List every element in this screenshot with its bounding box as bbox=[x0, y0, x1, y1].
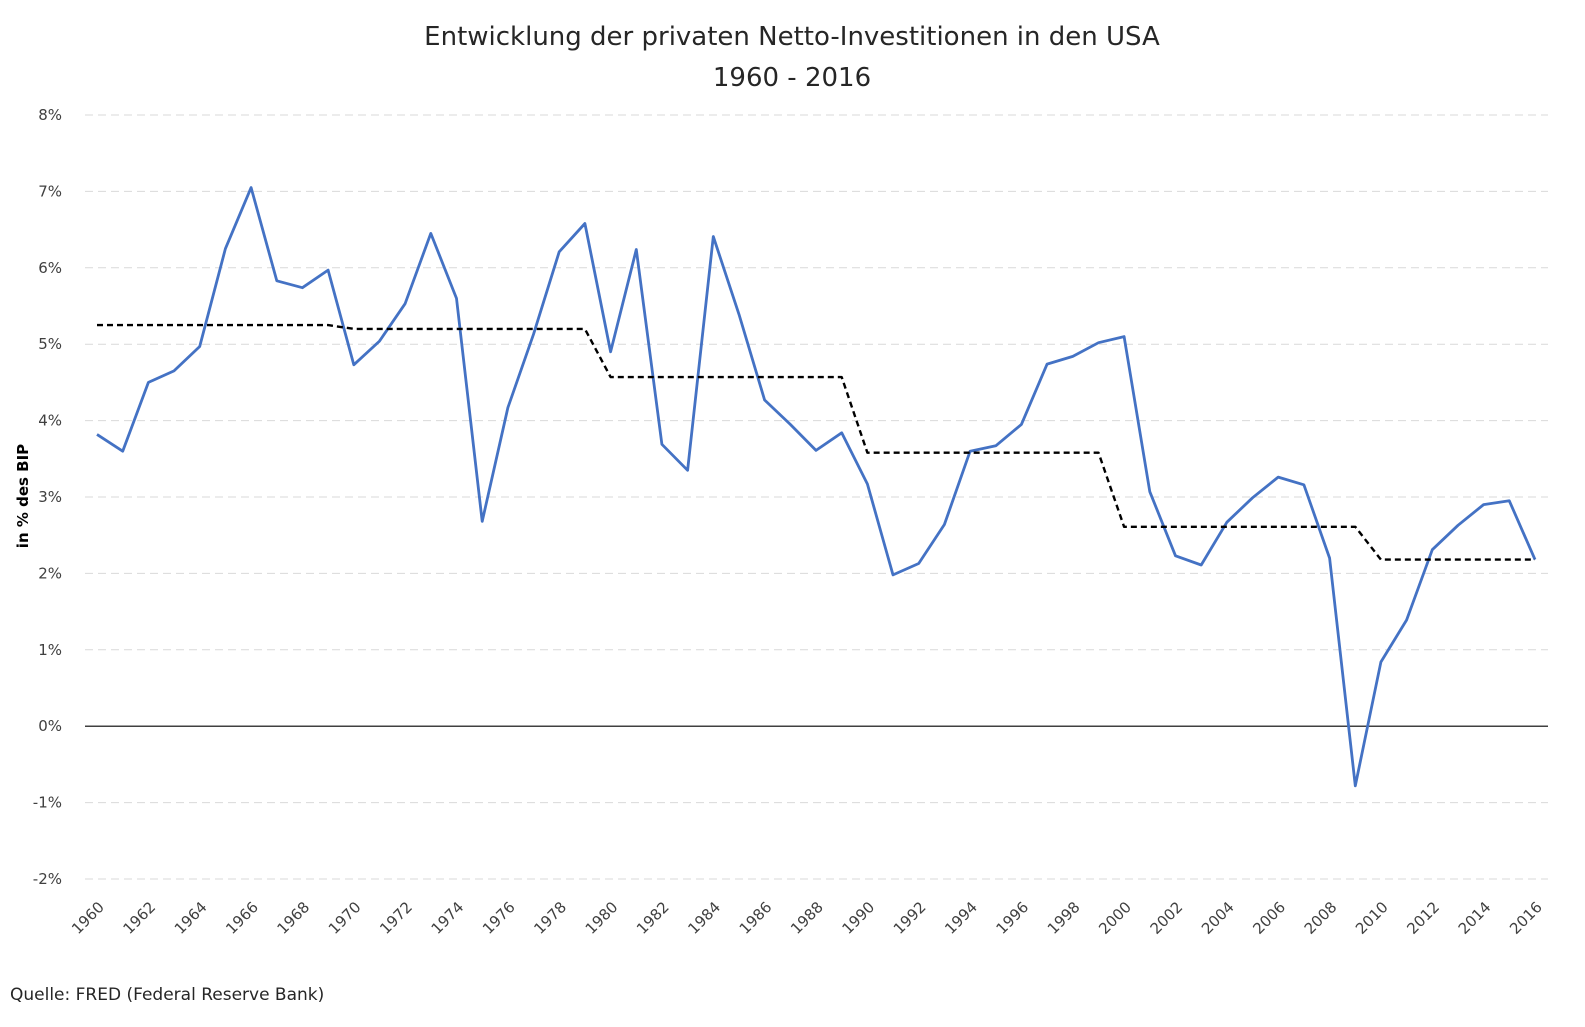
y-tick-label: 7% bbox=[38, 182, 62, 200]
chart-title: Entwicklung der privaten Netto-Investiti… bbox=[424, 22, 1160, 52]
x-tick-label: 2016 bbox=[1506, 898, 1546, 938]
x-tick-label: 1988 bbox=[787, 898, 827, 938]
x-tick-labels: 1960 1962 1964 1966 1968 1970 1972 1974 1976 1978… bbox=[68, 898, 1546, 938]
series-line-average bbox=[97, 323, 1535, 561]
x-tick-label: 2006 bbox=[1249, 898, 1289, 938]
y-tick-label: 6% bbox=[38, 259, 62, 277]
x-tick-label: 1968 bbox=[274, 898, 314, 938]
x-tick-label: 1994 bbox=[941, 898, 981, 938]
y-tick-label: 3% bbox=[38, 488, 62, 506]
x-tick-label: 2004 bbox=[1198, 898, 1238, 938]
x-tick-label: 1962 bbox=[119, 898, 159, 938]
source-note: Quelle: FRED (Federal Reserve Bank) bbox=[10, 985, 325, 1005]
y-tick-label: 0% bbox=[38, 717, 62, 735]
x-tick-label: 1990 bbox=[838, 898, 878, 938]
x-tick-label: 1978 bbox=[530, 898, 570, 938]
x-tick-label: 1960 bbox=[68, 898, 108, 938]
y-tick-labels: -2% -1% 0% 1% 2% 3% 4% 5% 6% 7% 8% bbox=[33, 106, 62, 888]
series-lines bbox=[96, 186, 1537, 788]
y-tick-label: 1% bbox=[38, 641, 62, 659]
x-tick-label: 2010 bbox=[1352, 898, 1392, 938]
x-tick-label: 1980 bbox=[582, 898, 622, 938]
y-tick-label: 2% bbox=[38, 564, 62, 582]
x-tick-label: 2002 bbox=[1147, 898, 1187, 938]
series-line-net-investment bbox=[96, 186, 1537, 788]
y-tick-label: 4% bbox=[38, 412, 62, 430]
y-tick-label: 8% bbox=[38, 106, 62, 124]
x-tick-label: 1982 bbox=[633, 898, 673, 938]
x-tick-label: 1970 bbox=[325, 898, 365, 938]
y-tick-label: -1% bbox=[33, 794, 62, 812]
x-tick-label: 2014 bbox=[1455, 898, 1495, 938]
x-tick-label: 1996 bbox=[993, 898, 1033, 938]
x-tick-label: 1992 bbox=[890, 898, 930, 938]
x-tick-label: 1984 bbox=[684, 898, 724, 938]
grid-lines bbox=[85, 114, 1548, 880]
x-tick-label: 1976 bbox=[479, 898, 519, 938]
x-tick-label: 1972 bbox=[376, 898, 416, 938]
x-tick-label: 1964 bbox=[171, 898, 211, 938]
y-tick-label: 5% bbox=[38, 335, 62, 353]
x-tick-label: 1974 bbox=[428, 898, 468, 938]
x-tick-label: 2012 bbox=[1403, 898, 1443, 938]
x-tick-label: 2000 bbox=[1095, 898, 1135, 938]
x-tick-label: 1998 bbox=[1044, 898, 1084, 938]
x-tick-label: 1986 bbox=[736, 898, 776, 938]
x-tick-label: 2008 bbox=[1301, 898, 1341, 938]
x-tick-label: 1966 bbox=[222, 898, 262, 938]
y-tick-label: -2% bbox=[33, 870, 62, 888]
y-axis-label: in % des BIP bbox=[14, 444, 32, 548]
chart-subtitle: 1960 - 2016 bbox=[713, 63, 871, 93]
